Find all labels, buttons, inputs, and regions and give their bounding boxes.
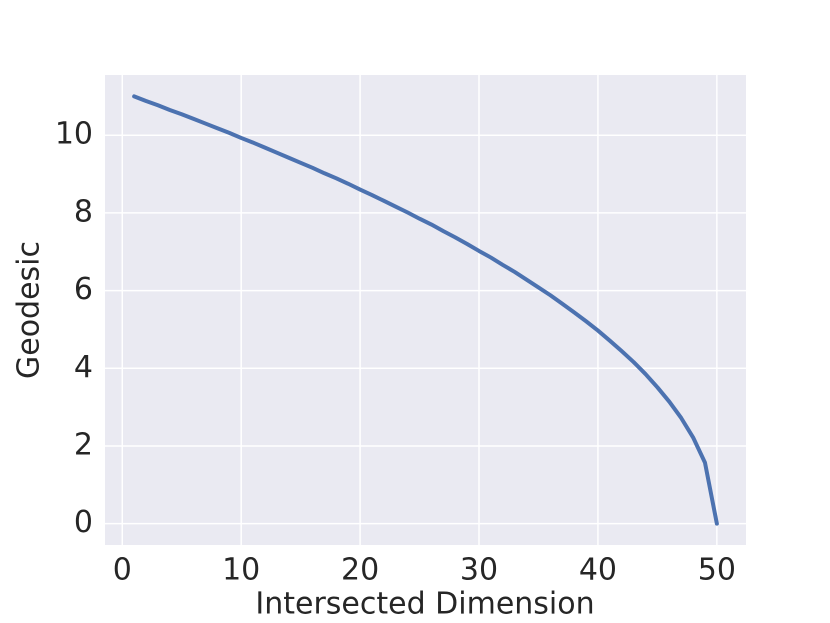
y-tick-label: 2 bbox=[74, 427, 93, 462]
x-tick-label: 10 bbox=[222, 553, 260, 588]
x-tick-label: 20 bbox=[341, 553, 379, 588]
x-tick-label: 30 bbox=[460, 553, 498, 588]
y-tick-label: 8 bbox=[74, 194, 93, 229]
x-tick-label: 50 bbox=[698, 553, 736, 588]
x-axis-label: Intersected Dimension bbox=[255, 587, 594, 622]
plot-area bbox=[105, 75, 746, 545]
y-tick-label: 6 bbox=[74, 272, 93, 307]
y-tick-label: 4 bbox=[74, 350, 93, 385]
x-tick-label: 40 bbox=[579, 553, 617, 588]
x-tick-label: 0 bbox=[113, 553, 132, 588]
line-series bbox=[132, 94, 719, 526]
y-tick-label: 0 bbox=[74, 505, 93, 540]
y-axis-label: Geodesic bbox=[12, 241, 47, 379]
y-tick-label: 10 bbox=[55, 117, 93, 152]
